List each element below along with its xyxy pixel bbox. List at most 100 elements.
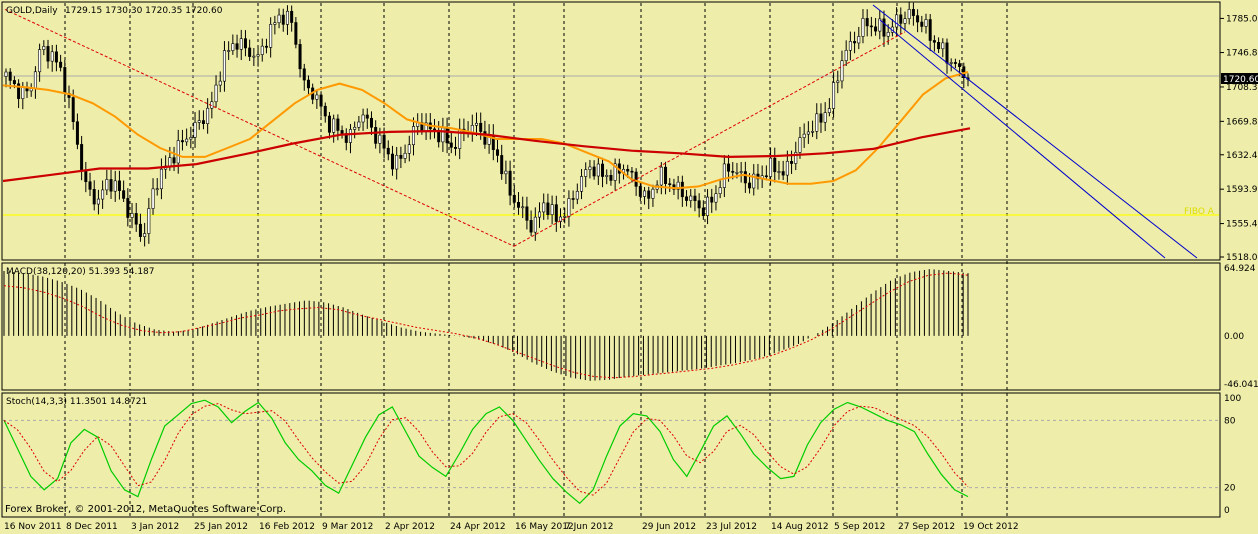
candle-body	[819, 113, 823, 123]
candle-body	[143, 233, 147, 237]
ohlc-label: 1729.15 1730.30 1720.35 1720.60	[65, 6, 223, 16]
stoch-y-label: 20	[1224, 484, 1236, 494]
candle-body	[533, 216, 537, 233]
x-tick-label: 16 Feb 2012	[259, 522, 315, 532]
candle-body	[63, 67, 67, 94]
y-tick-label: 1518.00	[1226, 253, 1258, 263]
candle-body	[718, 187, 722, 194]
candle-body	[685, 196, 689, 201]
y-tick-label: 1746.80	[1226, 49, 1258, 59]
candle-body	[252, 55, 256, 58]
candle-body	[159, 168, 163, 190]
candle-body	[239, 38, 243, 50]
candle-body	[71, 97, 75, 123]
candle-body	[651, 188, 655, 199]
candle-body	[832, 82, 836, 109]
candle-body	[554, 204, 558, 222]
macd-signal-line	[3, 272, 969, 379]
candle-body	[836, 80, 840, 83]
price-tag-bg	[1221, 73, 1258, 84]
candle-body	[277, 14, 281, 24]
candle-body	[441, 127, 445, 143]
candle-body	[785, 161, 789, 176]
candle-body	[878, 18, 882, 32]
candle-body	[33, 71, 37, 89]
ma-slow-line	[2, 127, 971, 183]
candle-body	[302, 68, 306, 81]
candle-body	[911, 9, 915, 16]
channel-line-upper	[872, 4, 1198, 259]
y-tick-label: 1785.00	[1226, 14, 1258, 24]
candle-body	[769, 157, 773, 177]
x-tick-label: 16 Nov 2011	[4, 522, 62, 532]
candle-body	[218, 80, 222, 86]
candle-body	[731, 170, 735, 173]
candle-body	[59, 61, 63, 68]
candle-body	[790, 161, 794, 164]
candle-body	[764, 175, 768, 178]
candle-body	[122, 190, 126, 199]
candle-body	[949, 62, 953, 64]
candle-body	[781, 171, 785, 176]
candle-body	[727, 163, 731, 172]
candle-body	[941, 42, 945, 50]
x-tick-label: 14 Aug 2012	[771, 522, 829, 532]
candle-body	[693, 195, 697, 201]
candle-body	[886, 31, 890, 37]
candle-body	[567, 198, 571, 217]
candle-body	[88, 181, 92, 190]
candle-body	[596, 163, 600, 177]
candle-body	[407, 144, 411, 154]
x-tick-label: 5 Sep 2012	[834, 522, 885, 532]
x-tick-label: 16 May 2012	[515, 522, 574, 532]
candle-body	[4, 71, 8, 77]
candle-body	[222, 50, 226, 82]
candle-body	[743, 171, 747, 184]
x-tick-label: 8 Dec 2011	[66, 522, 118, 532]
x-tick-label: 23 Jul 2012	[706, 522, 757, 532]
candle-body	[453, 146, 457, 149]
stoch-y-label: 0	[1224, 506, 1230, 516]
stoch-main-line	[3, 399, 969, 505]
candle-body	[538, 211, 542, 218]
candle-body	[227, 50, 231, 52]
candle-body	[8, 71, 12, 81]
candle-body	[445, 127, 449, 144]
candle-body	[928, 19, 932, 41]
x-tick-label: 24 Apr 2012	[450, 522, 506, 532]
candle-body	[542, 202, 546, 213]
candle-body	[361, 114, 365, 123]
candle-body	[260, 45, 264, 55]
candle-body	[773, 157, 777, 173]
candle-body	[17, 83, 21, 99]
candle-body	[130, 213, 134, 218]
candle-body	[609, 175, 613, 181]
channel-line-lower	[879, 19, 1166, 259]
candle-body	[395, 154, 399, 170]
candle-body	[584, 169, 588, 177]
candle-body	[46, 46, 50, 62]
candle-body	[353, 126, 357, 130]
candle-body	[643, 190, 647, 197]
candle-body	[411, 126, 415, 146]
candle-body	[306, 79, 310, 89]
trend-line-down	[4, 9, 515, 247]
candle-body	[126, 198, 130, 218]
candle-body	[697, 200, 701, 209]
candle-body	[874, 26, 878, 32]
candle-body	[504, 170, 508, 175]
candle-body	[479, 122, 483, 132]
candle-body	[605, 175, 609, 177]
candle-body	[269, 24, 273, 48]
candle-body	[907, 9, 911, 20]
candle-body	[748, 182, 752, 189]
candle-body	[256, 54, 260, 57]
candle-body	[189, 137, 193, 140]
candle-body	[147, 208, 151, 234]
candle-body	[899, 14, 903, 24]
candle-body	[386, 147, 390, 155]
x-tick-label: 25 Jan 2012	[194, 522, 248, 532]
candle-body	[54, 51, 58, 63]
candle-body	[243, 38, 247, 49]
candle-body	[945, 42, 949, 64]
